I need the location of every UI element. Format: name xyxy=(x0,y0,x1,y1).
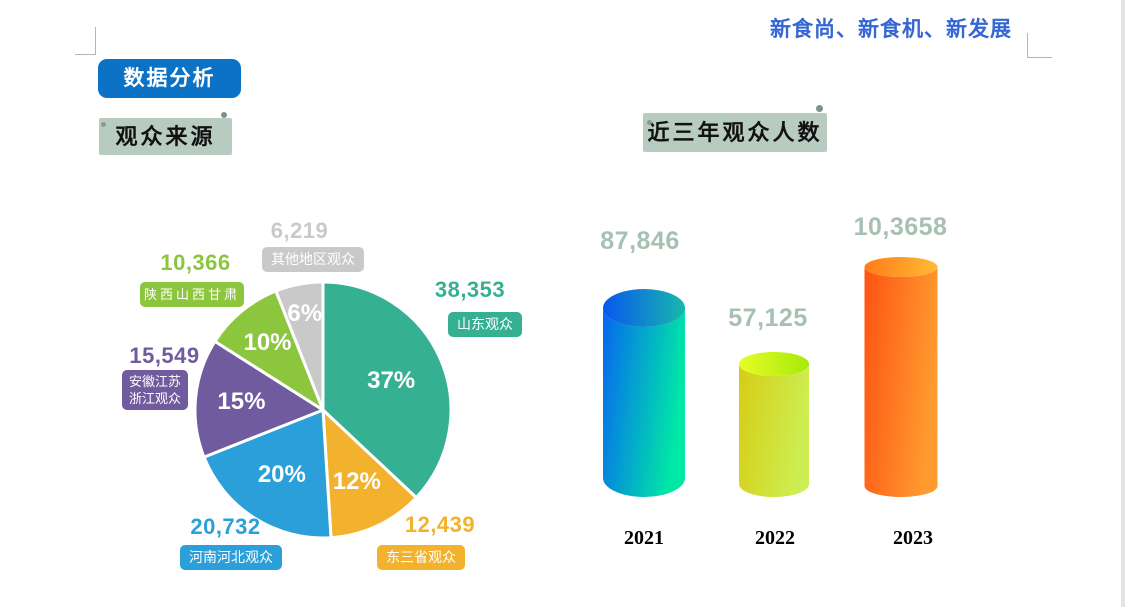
bar-value-2021: 87,846 xyxy=(600,227,680,255)
slide-slogan: 新食尚、新食机、新发展 xyxy=(770,18,1012,41)
pie-percent-label: 15% xyxy=(217,388,266,416)
pie-percent-label: 37% xyxy=(367,366,416,394)
pie-percent-label: 12% xyxy=(332,467,381,495)
pie-chart xyxy=(193,280,453,540)
pie-slice-3 xyxy=(193,339,325,459)
pie-label-shaanxi: 陕西山西甘肃 xyxy=(140,282,245,307)
pin-dot xyxy=(647,120,652,125)
pie-value-shandong: 38,353 xyxy=(434,277,506,302)
bar-value-2022: 57,125 xyxy=(728,304,808,332)
pie-chart-title: 观众来源 xyxy=(99,118,232,155)
bar-category-2022: 2022 xyxy=(755,527,795,549)
pie-slice-2 xyxy=(202,408,333,540)
crop-mark-top-right xyxy=(1027,33,1028,58)
pie-slice-0 xyxy=(321,280,453,500)
pie-value-anhui: 15,549 xyxy=(129,343,200,368)
cylinder-2021 xyxy=(603,308,685,497)
pin-dot xyxy=(816,105,823,112)
cylinder-top-2022 xyxy=(739,352,809,376)
pie-label-anhui: 安徽江苏 浙江观众 xyxy=(122,370,189,410)
cylinder-2022 xyxy=(739,364,809,497)
pie-value-other: 6,219 xyxy=(270,218,329,243)
pie-label-northeast: 东三省观众 xyxy=(377,545,465,570)
page-right-edge xyxy=(1121,0,1125,607)
crop-mark-top-left xyxy=(75,54,96,55)
pie-value-northeast: 12,439 xyxy=(404,512,476,537)
bar-chart-title: 近三年观众人数 xyxy=(643,113,827,152)
cylinder-top-2021 xyxy=(603,289,685,327)
pie-label-anhui-line2: 浙江观众 xyxy=(129,391,182,406)
cylinder-2023 xyxy=(864,267,938,498)
pie-label-other: 其他地区观众 xyxy=(262,247,364,272)
pin-dot xyxy=(221,112,227,118)
pie-slice-5 xyxy=(274,280,325,412)
pie-percent-label: 6% xyxy=(287,300,323,328)
pie-percent-label: 10% xyxy=(243,328,292,356)
bar-category-2021: 2021 xyxy=(624,527,664,549)
pie-value-henan: 20,732 xyxy=(190,514,261,539)
pie-value-shaanxi: 10,366 xyxy=(160,250,231,275)
bar-value-2023: 10,3658 xyxy=(853,213,948,241)
pie-label-henan: 河南河北观众 xyxy=(180,545,282,570)
bar-category-2023: 2023 xyxy=(893,527,933,549)
pie-percent-label: 20% xyxy=(257,460,306,488)
section-badge-data-analysis: 数据分析 xyxy=(98,59,241,98)
crop-mark-top-left xyxy=(95,27,96,55)
pie-slice-4 xyxy=(213,289,325,412)
pie-label-shandong: 山东观众 xyxy=(448,312,522,337)
pie-label-anhui-line1: 安徽江苏 xyxy=(129,374,182,389)
crop-mark-top-right xyxy=(1027,57,1052,58)
bar-chart xyxy=(603,257,938,498)
pie-slice-1 xyxy=(321,408,418,540)
cylinder-top-2023 xyxy=(864,257,938,277)
pin-dot xyxy=(101,122,106,127)
